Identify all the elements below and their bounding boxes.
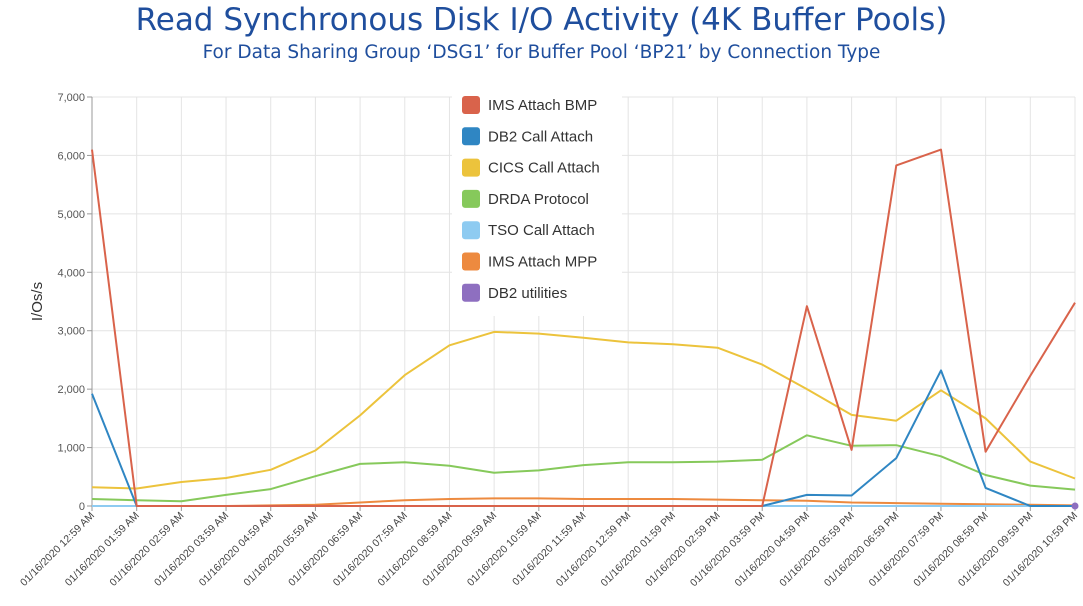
legend-swatch bbox=[462, 189, 480, 208]
x-tick-label: 01/16/2020 10:59 PM bbox=[1001, 510, 1080, 589]
legend-label: IMS Attach BMP bbox=[488, 97, 597, 114]
y-tick-label: 0 bbox=[79, 501, 85, 513]
y-tick-label: 7,000 bbox=[57, 92, 85, 104]
x-tick-label: 01/16/2020 09:59 PM bbox=[956, 510, 1035, 589]
x-tick-label: 01/16/2020 03:59 AM bbox=[152, 510, 231, 589]
y-tick-label: 4,000 bbox=[57, 267, 85, 279]
x-tick-label: 01/16/2020 02:59 PM bbox=[643, 510, 722, 589]
x-tick-label: 01/16/2020 05:59 AM bbox=[241, 510, 320, 589]
legend-label: TSO Call Attach bbox=[488, 222, 595, 239]
y-tick-label: 2,000 bbox=[57, 384, 85, 396]
x-tick-label: 01/16/2020 08:59 PM bbox=[911, 510, 990, 589]
y-axis-label: I/Os/s bbox=[29, 282, 46, 321]
x-tick-label: 01/16/2020 09:59 AM bbox=[420, 510, 499, 589]
legend-label: DB2 utilities bbox=[488, 285, 567, 302]
y-axis: 0 1,000 2,000 3,000 4,000 5,000 6,000 7,000 bbox=[57, 92, 93, 513]
legend-item[interactable]: DB2 Call Attach bbox=[462, 127, 593, 146]
legend-item[interactable]: TSO Call Attach bbox=[462, 221, 595, 240]
x-tick-label: 01/16/2020 01:59 AM bbox=[63, 510, 142, 589]
x-tick-label: 01/16/2020 11:59 AM bbox=[510, 510, 589, 589]
series-lines bbox=[91, 148, 1079, 510]
series-line-cics-call-attach bbox=[91, 330, 1076, 490]
x-tick-label: 01/16/2020 12:59 PM bbox=[554, 510, 633, 589]
legend-label: DB2 Call Attach bbox=[488, 128, 593, 145]
legend-item[interactable]: CICS Call Attach bbox=[462, 158, 600, 177]
x-tick-label: 01/16/2020 04:59 AM bbox=[197, 510, 276, 589]
chart-title: Read Synchronous Disk I/O Activity (4K B… bbox=[135, 2, 948, 38]
legend-item[interactable]: DRDA Protocol bbox=[462, 189, 589, 208]
x-tick-label: 01/16/2020 03:59 PM bbox=[688, 510, 767, 589]
x-tick-label: 01/16/2020 04:59 PM bbox=[733, 510, 812, 589]
x-tick-label: 01/16/2020 02:59 AM bbox=[107, 510, 186, 589]
series-line-ims-attach-bmp bbox=[91, 148, 1076, 507]
x-tick-label: 01/16/2020 06:59 AM bbox=[286, 510, 365, 589]
x-tick-label: 01/16/2020 12:59 AM bbox=[18, 510, 97, 589]
legend-label: DRDA Protocol bbox=[488, 191, 589, 208]
series-end-marker bbox=[1071, 502, 1079, 510]
legend-item[interactable]: IMS Attach MPP bbox=[462, 252, 597, 271]
legend-background bbox=[452, 88, 622, 316]
y-tick-label: 5,000 bbox=[57, 209, 85, 221]
x-tick-label: 01/16/2020 07:59 AM bbox=[331, 510, 410, 589]
x-tick-label: 01/16/2020 05:59 PM bbox=[777, 510, 856, 589]
legend[interactable]: IMS Attach BMP DB2 Call Attach CICS Call A… bbox=[452, 88, 622, 316]
legend-label: IMS Attach MPP bbox=[488, 254, 597, 271]
legend-label: CICS Call Attach bbox=[488, 160, 600, 177]
x-tick-label: 01/16/2020 08:59 AM bbox=[375, 510, 454, 589]
legend-item[interactable]: DB2 utilities bbox=[462, 283, 567, 302]
x-tick-label: 01/16/2020 10:59 AM bbox=[465, 510, 544, 589]
legend-swatch bbox=[462, 283, 480, 302]
legend-swatch bbox=[462, 221, 480, 240]
x-tick-label: 01/16/2020 07:59 PM bbox=[867, 510, 946, 589]
legend-swatch bbox=[462, 96, 480, 114]
y-tick-label: 3,000 bbox=[57, 326, 85, 338]
legend-swatch bbox=[462, 127, 480, 146]
x-tick-label: 01/16/2020 06:59 PM bbox=[822, 510, 901, 589]
legend-item[interactable]: IMS Attach BMP bbox=[462, 96, 597, 114]
x-tick-label: 01/16/2020 01:59 PM bbox=[598, 510, 677, 589]
legend-swatch bbox=[462, 158, 480, 177]
y-tick-label: 1,000 bbox=[57, 443, 85, 455]
legend-swatch bbox=[462, 252, 480, 271]
chart-subtitle: For Data Sharing Group ‘DSG1’ for Buffer… bbox=[202, 42, 881, 63]
y-tick-label: 6,000 bbox=[57, 150, 85, 162]
series-line-drda-protocol bbox=[91, 434, 1076, 503]
